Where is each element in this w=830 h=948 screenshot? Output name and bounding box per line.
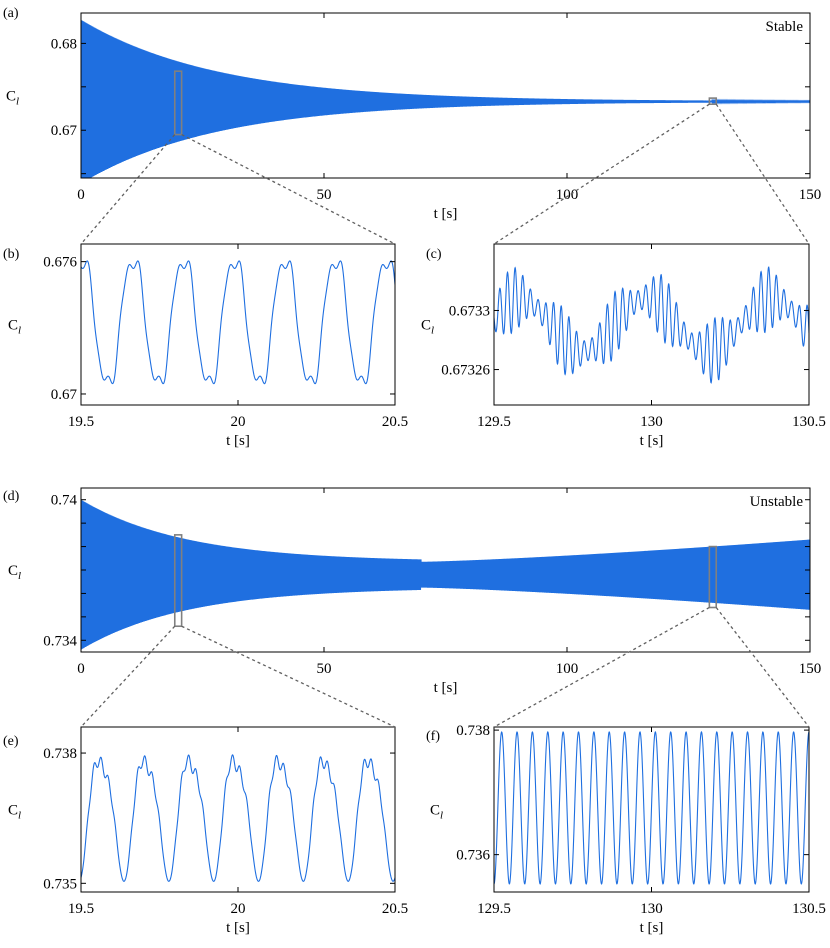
y-axis-label: Cl <box>8 318 21 337</box>
x-tick-label: 150 <box>799 661 822 677</box>
zoom-connector <box>493 103 710 245</box>
x-tick-label: 150 <box>799 187 822 203</box>
signal-line <box>494 266 809 384</box>
y-tick-label: 0.738 <box>43 746 77 762</box>
y-tick-label: 0.734 <box>43 633 77 649</box>
regime-annotation: Unstable <box>750 494 804 510</box>
y-axis-label-main: C <box>8 318 18 334</box>
panel-label: (f) <box>426 729 440 744</box>
y-tick-label: 0.67326 <box>441 363 490 379</box>
x-tick-label: 130.5 <box>792 414 826 430</box>
x-tick-label: 0 <box>77 187 85 203</box>
x-tick-label: 130 <box>640 414 663 430</box>
panel-a <box>80 12 811 179</box>
x-tick-label: 100 <box>556 187 579 203</box>
zoom-connector <box>715 103 810 245</box>
y-axis-label: Cl <box>8 563 21 582</box>
panel-b <box>80 243 396 406</box>
zoom-connector <box>493 606 710 728</box>
x-tick-label: 20.5 <box>382 414 408 430</box>
panel-f <box>493 726 810 893</box>
y-axis-label-sub: l <box>18 570 21 582</box>
panel-e <box>80 726 396 893</box>
panel-label: (b) <box>3 247 20 262</box>
x-axis-label: t [s] <box>434 680 458 696</box>
x-tick-label: 50 <box>317 661 332 677</box>
y-axis-label-sub: l <box>440 810 443 822</box>
zoom-connector <box>181 625 396 728</box>
signal-line <box>81 754 395 882</box>
y-axis-label: Cl <box>8 803 21 822</box>
x-tick-label: 50 <box>317 187 332 203</box>
y-tick-label: 0.67 <box>51 387 78 403</box>
panel-c <box>493 243 810 406</box>
zoom-box <box>173 534 183 628</box>
x-axis-label: t [s] <box>434 206 458 222</box>
axes-frame <box>80 12 811 179</box>
signal-series <box>81 260 395 385</box>
y-axis-label-sub: l <box>18 810 21 822</box>
y-tick-label: 0.67 <box>51 123 78 139</box>
x-tick-label: 100 <box>556 661 579 677</box>
panel-label: (e) <box>3 734 19 749</box>
y-axis-label: Cl <box>430 803 443 822</box>
signal-series <box>81 499 810 650</box>
x-axis-label: t [s] <box>640 920 664 936</box>
signal-series <box>494 731 809 885</box>
x-tick-label: 19.5 <box>68 901 94 917</box>
x-tick-label: 20 <box>231 414 246 430</box>
zoom-box <box>708 545 718 609</box>
zoom-box <box>173 70 183 136</box>
panel-label: (a) <box>3 6 19 21</box>
x-tick-label: 129.5 <box>477 414 511 430</box>
x-axis-label: t [s] <box>226 433 250 449</box>
regime-annotation: Stable <box>766 19 804 35</box>
x-axis-label: t [s] <box>640 433 664 449</box>
zoom-connector <box>181 134 396 245</box>
y-tick-label: 0.6733 <box>449 303 490 319</box>
y-tick-label: 0.735 <box>43 876 77 892</box>
panel-label: (d) <box>3 489 20 504</box>
y-tick-label: 0.74 <box>51 493 78 509</box>
zoom-connector <box>715 607 810 728</box>
zoom-connector <box>80 625 176 728</box>
x-tick-label: 130 <box>640 901 663 917</box>
y-axis-label-main: C <box>421 318 431 334</box>
signal-line <box>81 260 395 385</box>
y-tick-label: 0.738 <box>456 723 490 739</box>
x-tick-label: 20.5 <box>382 901 408 917</box>
signal-line <box>494 731 809 885</box>
signal-line <box>81 19 810 178</box>
signal-line <box>81 499 810 650</box>
y-axis-label-main: C <box>430 803 440 819</box>
y-axis-label-sub: l <box>18 325 21 337</box>
zoom-box <box>708 97 718 105</box>
y-axis-label-sub: l <box>431 325 434 337</box>
y-axis-label-main: C <box>6 89 16 105</box>
x-axis-label: t [s] <box>226 920 250 936</box>
y-axis-label-main: C <box>8 803 18 819</box>
x-tick-label: 20 <box>231 901 246 917</box>
x-tick-label: 129.5 <box>477 901 511 917</box>
y-axis-label-sub: l <box>16 96 19 108</box>
signal-series <box>81 754 395 882</box>
x-tick-label: 0 <box>77 661 85 677</box>
panel-d <box>80 487 811 653</box>
y-axis-label-main: C <box>8 563 18 579</box>
y-axis-label: Cl <box>6 89 19 108</box>
x-tick-label: 19.5 <box>68 414 94 430</box>
y-tick-label: 0.68 <box>51 36 77 52</box>
zoom-connector <box>80 134 176 245</box>
x-tick-label: 130.5 <box>792 901 826 917</box>
signal-series <box>81 19 810 178</box>
panel-label: (c) <box>426 247 442 262</box>
signal-series <box>494 266 809 384</box>
y-tick-label: 0.676 <box>43 255 77 271</box>
y-axis-label: Cl <box>421 318 434 337</box>
y-tick-label: 0.736 <box>456 848 490 864</box>
